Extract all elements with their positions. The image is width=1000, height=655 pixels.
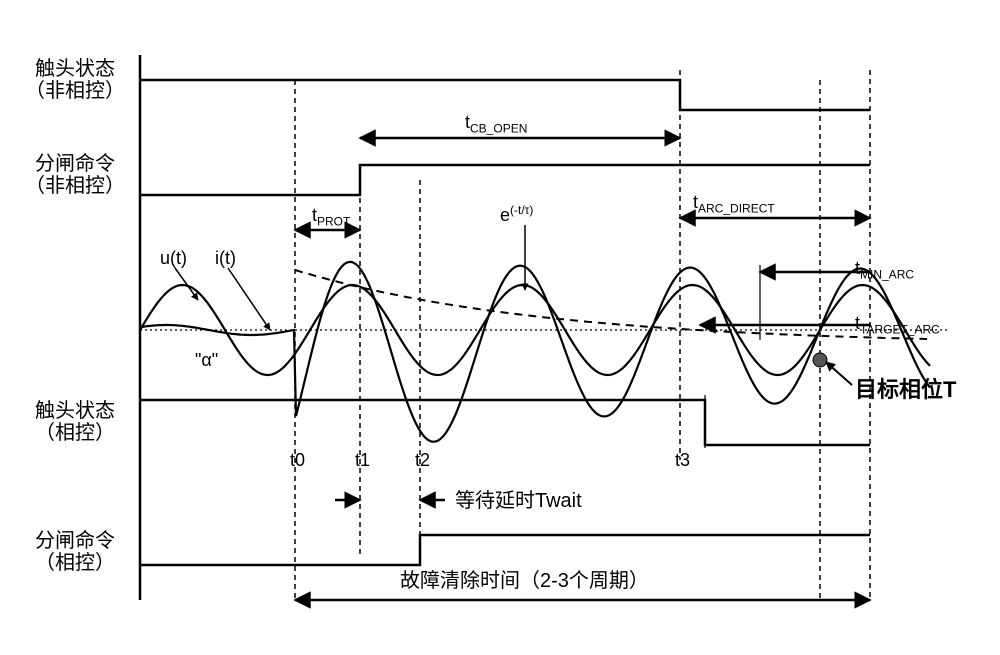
label-trip-cmd-phase-2: （相控） [35, 552, 115, 574]
label-t-arc-direct: tARC_DIRECT [693, 192, 775, 216]
label-t-target-arc: tTARGET_ARC [855, 313, 940, 337]
label-trip-cmd-nonphase-2: （非相控） [25, 175, 125, 197]
label-twait: 等待延时Twait [455, 490, 582, 512]
label-i-t: i(t) [215, 248, 236, 269]
label-alpha: "α" [195, 350, 218, 371]
timing-diagram [0, 0, 1000, 655]
label-contact-state-nonphase-1: 触头状态 [35, 58, 115, 80]
label-u-t: u(t) [160, 248, 187, 269]
label-t0: t0 [290, 450, 305, 471]
label-trip-cmd-phase-1: 分闸命令 [35, 530, 115, 552]
label-fault-clear: 故障清除时间（2-3个周期） [400, 570, 649, 592]
label-t2: t2 [415, 450, 430, 471]
label-t1: t1 [355, 450, 370, 471]
label-target-phase: 目标相位T [855, 378, 956, 402]
label-t-prot: tPROT [312, 205, 350, 229]
label-t3: t3 [675, 450, 690, 471]
label-e-decay: e(-t/τ) [500, 203, 533, 226]
label-contact-state-phase-1: 触头状态 [35, 400, 115, 422]
label-contact-state-phase-2: （相控） [35, 422, 115, 444]
label-trip-cmd-nonphase-1: 分闸命令 [35, 153, 115, 175]
label-t-min-arc: tMIN_ARC [855, 258, 914, 282]
label-contact-state-nonphase-2: （非相控） [25, 80, 125, 102]
label-t-cb-open: tCB_OPEN [465, 112, 527, 136]
